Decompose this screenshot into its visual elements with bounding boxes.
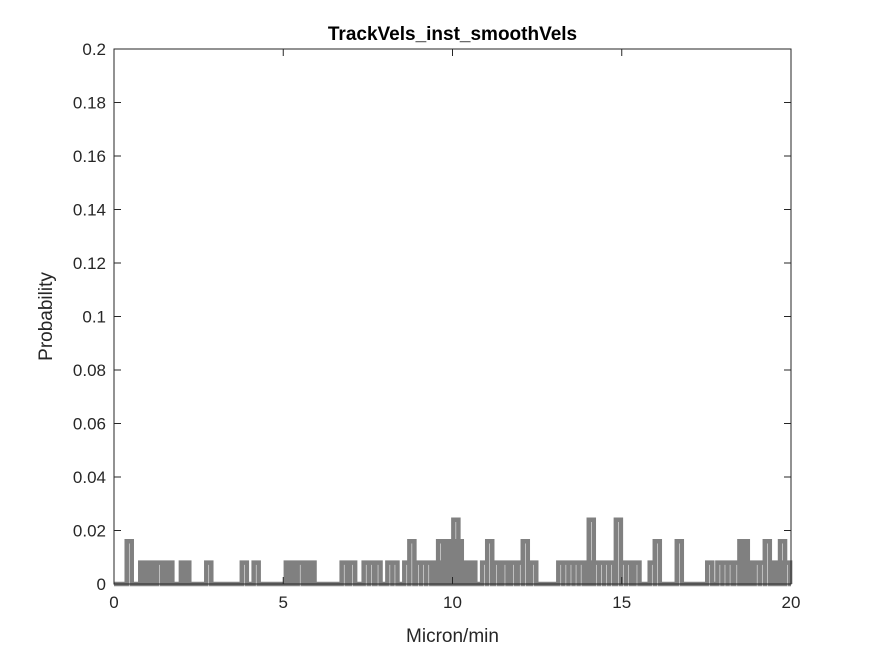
- x-axis-label: Micron/min: [406, 626, 499, 647]
- x-tick-label: 15: [612, 593, 631, 612]
- plot-frame: [113, 48, 792, 585]
- y-tick-label: 0.18: [73, 94, 106, 113]
- y-tick-label: 0.2: [82, 40, 106, 59]
- y-tick-label: 0.04: [73, 468, 106, 487]
- y-axis-label: Probability: [36, 272, 57, 361]
- y-tick-label: 0.08: [73, 361, 106, 380]
- x-tick-label: 10: [443, 593, 462, 612]
- y-tick-label: 0.06: [73, 415, 106, 434]
- plot-area: [114, 49, 791, 584]
- y-tick-label: 0.12: [73, 254, 106, 273]
- x-tick-label: 5: [279, 593, 288, 612]
- y-tick-label: 0.14: [73, 201, 106, 220]
- ticks-layer: 0 5 10 15 20 0 0.02 0.04 0.06 0.08 0.1 0.12 0.14 0.16…: [73, 40, 801, 612]
- x-tick-label: 20: [782, 593, 801, 612]
- chart-title: TrackVels_inst_smoothVels: [328, 24, 577, 45]
- y-tick-label: 0: [97, 575, 106, 594]
- y-tick-label: 0.1: [82, 308, 106, 327]
- y-tick-label: 0.16: [73, 147, 106, 166]
- x-tick-label: 0: [109, 593, 118, 612]
- y-tick-label: 0.02: [73, 522, 106, 541]
